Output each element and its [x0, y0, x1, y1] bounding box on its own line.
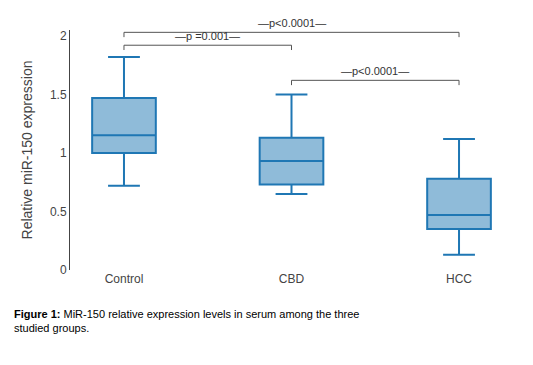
svg-text:Figure 1: MiR-150 relative exp: Figure 1: MiR-150 relative expression le… [14, 308, 359, 334]
svg-text:Control: Control [105, 272, 144, 286]
svg-text:—p =0.001—: —p =0.001— [175, 30, 240, 42]
svg-text:1.5: 1.5 [50, 88, 67, 102]
svg-text:—p<0.0001—: —p<0.0001— [258, 17, 326, 29]
svg-text:Relative miR-150 expression: Relative miR-150 expression [19, 61, 35, 240]
svg-text:0.5: 0.5 [50, 205, 67, 219]
svg-text:2: 2 [60, 29, 67, 43]
svg-text:1: 1 [60, 146, 67, 160]
svg-text:—p<0.0001—: —p<0.0001— [341, 65, 409, 77]
svg-text:CBD: CBD [279, 272, 305, 286]
svg-text:0: 0 [60, 263, 67, 277]
svg-text:HCC: HCC [446, 272, 472, 286]
